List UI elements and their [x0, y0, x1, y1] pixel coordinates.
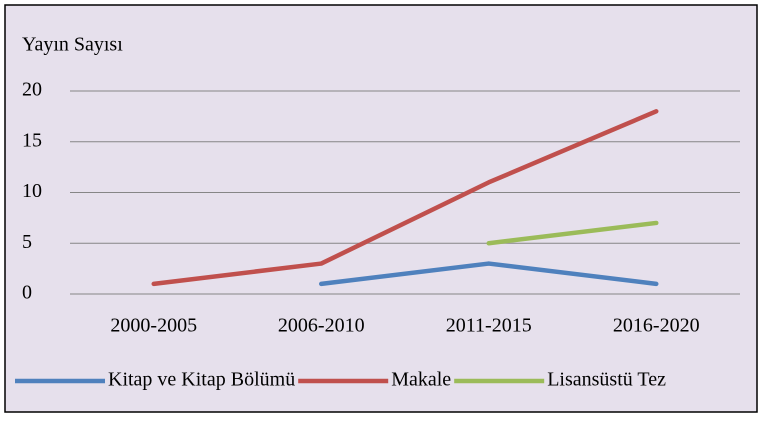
series-line — [319, 261, 659, 287]
legend-label: Makale — [391, 369, 451, 391]
y-tick-label: 5 — [22, 231, 32, 253]
x-tick-label: 2011-2015 — [446, 315, 532, 337]
x-tick-label: 2000-2005 — [110, 315, 197, 337]
series-line — [486, 220, 659, 246]
y-tick-label: 0 — [22, 282, 32, 304]
y-tick-label: 20 — [22, 79, 42, 101]
legend-label: Kitap ve Kitap Bölümü — [108, 369, 295, 391]
x-tick-label: 2006-2010 — [278, 315, 365, 337]
series-line — [151, 109, 659, 287]
chart-background — [4, 4, 758, 413]
y-axis-label: Yayın Sayısı — [22, 34, 123, 56]
y-tick-label: 15 — [22, 129, 42, 151]
legend-label: Lisansüstü Tez — [547, 369, 666, 391]
x-tick-label: 2016-2020 — [613, 315, 700, 337]
y-tick-label: 10 — [22, 180, 42, 202]
